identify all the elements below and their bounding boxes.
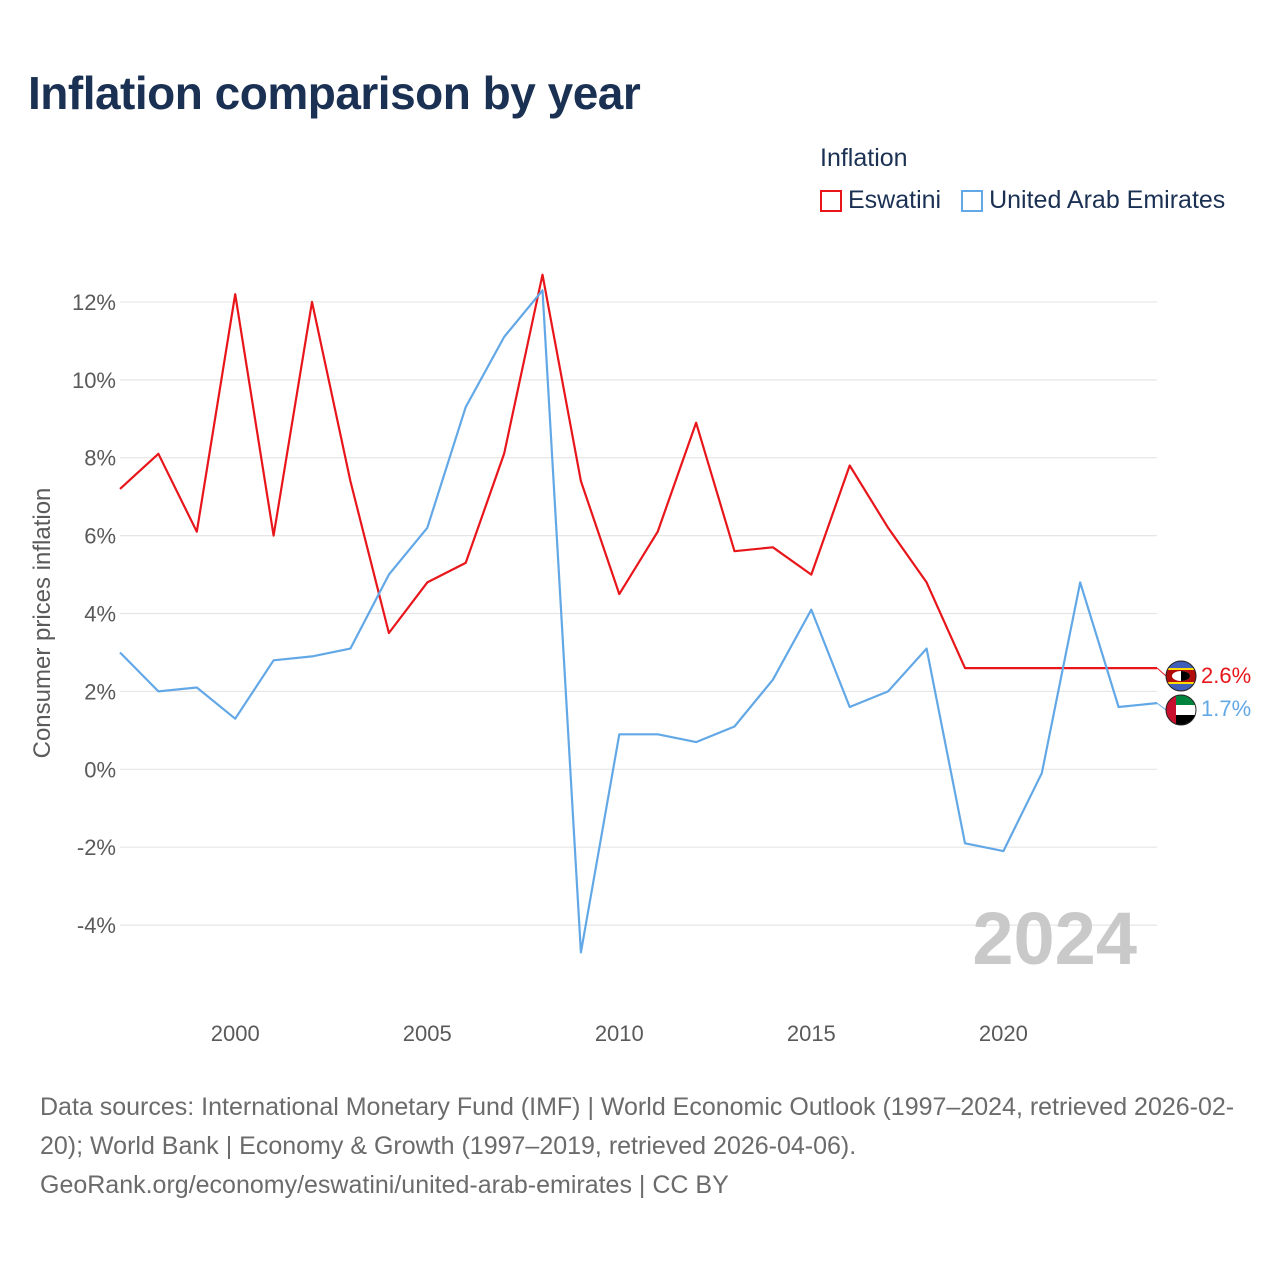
year-watermark: 2024 (972, 897, 1137, 980)
y-tick-label: 8% (84, 446, 116, 471)
y-tick-label: 0% (84, 757, 116, 782)
end-connector (1156, 667, 1167, 677)
series-line-united-arab-emirates[interactable] (119, 289, 1158, 954)
series-line-eswatini[interactable] (119, 273, 1157, 670)
legend-item-eswatini[interactable]: Eswatini (820, 186, 941, 215)
end-connector (1156, 702, 1167, 711)
source-url[interactable]: GeoRank.org/economy/eswatini/united-arab… (40, 1171, 729, 1199)
line-chart: -4%-2%0%2%4%6%8%10%12% 2000 2005 2010 2015 2… (29, 273, 1251, 1046)
legend: Eswatini United Arab Emirates (820, 186, 1225, 215)
legend-swatch-uae (961, 189, 984, 212)
source-note: Data sources: International Monetary Fun… (40, 1088, 1250, 1205)
chart-title: Inflation comparison by year (28, 67, 641, 119)
y-tick-label: 12% (72, 290, 116, 315)
y-tick-label: 10% (72, 368, 116, 393)
y-tick-label: -2% (77, 835, 116, 860)
x-tick-label: 2010 (595, 1021, 644, 1046)
legend-title: Inflation (820, 144, 908, 172)
legend-swatch-eswatini (820, 189, 842, 212)
y-tick-label: 6% (84, 524, 116, 549)
x-tick-label: 2000 (211, 1021, 260, 1046)
end-value-eswatini: 2.6% (1201, 663, 1251, 688)
legend-item-uae[interactable]: United Arab Emirates (961, 186, 1225, 215)
series-lines (119, 273, 1167, 954)
y-axis-ticks: -4% -2% 0% 2% 4% 6% 8% 10% 12% (72, 290, 116, 938)
y-tick-label: 4% (84, 602, 116, 627)
x-tick-label: 2015 (787, 1021, 836, 1046)
x-tick-label: 2005 (403, 1021, 452, 1046)
legend-label-uae: United Arab Emirates (989, 186, 1226, 214)
x-axis-ticks: 2000 2005 2010 2015 2020 (211, 1021, 1028, 1046)
x-tick-label: 2020 (979, 1021, 1028, 1046)
y-axis-label: Consumer prices inflation (29, 488, 56, 759)
flag-icon-uae (1165, 694, 1197, 726)
grid (120, 301, 1157, 926)
end-value-uae: 1.7% (1201, 696, 1251, 721)
y-tick-label: 2% (84, 679, 116, 704)
y-tick-label: -4% (77, 913, 116, 938)
legend-label-eswatini: Eswatini (848, 186, 942, 214)
source-text: Data sources: International Monetary Fun… (40, 1093, 1235, 1160)
flag-icon-eswatini (1165, 660, 1197, 692)
